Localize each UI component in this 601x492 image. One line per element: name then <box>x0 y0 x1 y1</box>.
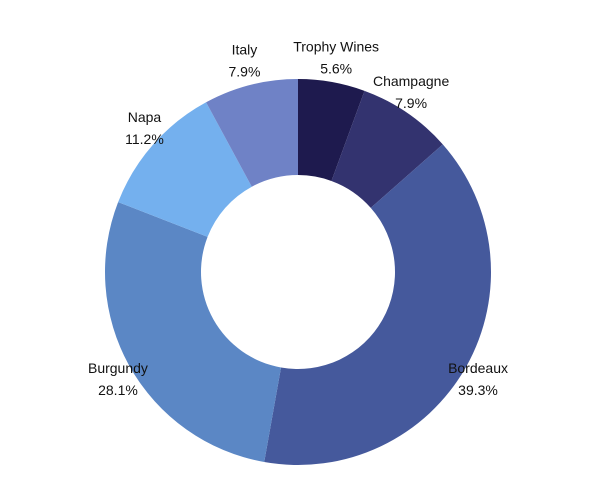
slice <box>206 79 298 187</box>
slice-label: Trophy Wines <box>293 38 379 54</box>
slice <box>105 202 282 463</box>
slice <box>331 90 443 208</box>
slice-value-label: 28.1% <box>98 382 138 398</box>
slice-label: Burgundy <box>88 360 148 376</box>
slice <box>118 102 252 237</box>
slice <box>264 144 491 465</box>
slice-value-label: 7.9% <box>228 64 260 80</box>
slice-value-label: 11.2% <box>125 131 164 147</box>
slice-value-label: 7.9% <box>395 95 427 111</box>
slice-label: Bordeaux <box>448 360 508 376</box>
slice-label: Napa <box>128 109 162 125</box>
slice-label: Champagne <box>373 73 449 89</box>
slice-label: Italy <box>232 42 258 58</box>
slice-value-label: 39.3% <box>458 382 498 398</box>
slice-value-label: 5.6% <box>320 60 352 76</box>
slice <box>298 79 365 181</box>
